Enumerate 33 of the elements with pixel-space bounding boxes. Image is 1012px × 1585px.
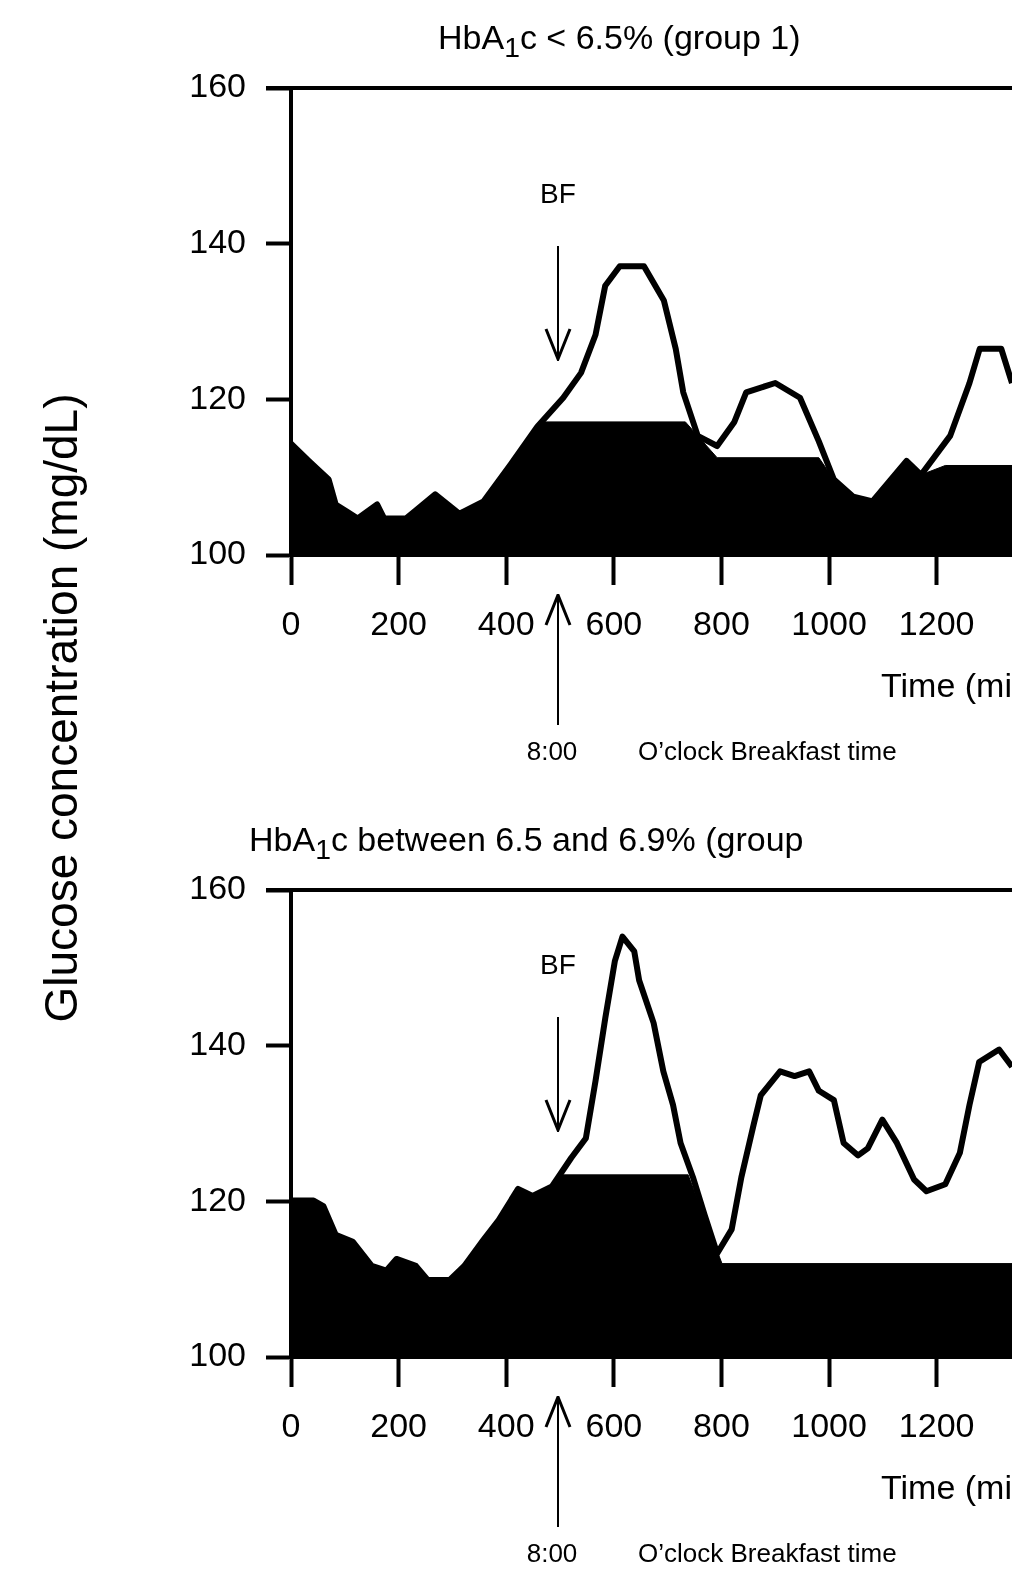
text: 8:00 [526,736,578,767]
chart-title: HbA$_{1}$c < 6.5% (group 1) [438,18,801,64]
x-tick-label: 400 [477,603,535,642]
y-tick-label: 160 [189,868,246,907]
x-tick-label: 1200 [898,1405,975,1444]
text: 8:00 [526,1538,578,1569]
x-axis-title: Time (mi [881,666,1012,705]
x-tick-label: 800 [693,1405,750,1444]
x-tick-label: 0 [281,1405,301,1444]
x-axis-title: Time (mi [881,1468,1012,1507]
y-tick-label: 120 [189,1179,246,1218]
y-tick-label: 100 [189,1335,246,1374]
y-tick-label: 120 [189,377,246,416]
y-tick-label: 140 [189,1024,246,1063]
annotation: BF [540,177,576,209]
x-tick-label: 800 [693,603,750,642]
chart-title: HbA$_{1}$c between 6.5 and 6.9% (group [249,820,804,866]
y-axis-title: Glucose concentration (mg/dL) [34,393,88,1023]
y-tick-label: 100 [189,533,246,572]
y-tick-label: 140 [189,222,246,261]
y-tick-label: 160 [189,66,246,105]
x-tick-label: 200 [370,1405,427,1444]
x-tick-label: 600 [585,603,643,642]
x-tick-label: 0 [281,603,301,642]
x-tick-label: 1200 [898,603,975,642]
text: O’clock Breakfast time [638,736,897,767]
x-tick-label: 1000 [791,1405,867,1444]
annotation: BF [540,948,576,980]
x-tick-label: 600 [585,1405,643,1444]
x-tick-label: 400 [477,1405,535,1444]
x-tick-label: 200 [370,603,427,642]
x-tick-label: 1000 [791,603,867,642]
text: O’clock Breakfast time [638,1538,897,1569]
